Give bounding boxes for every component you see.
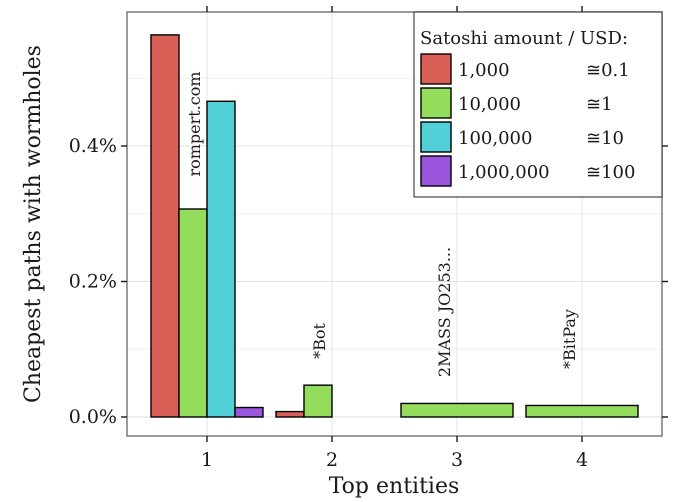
legend-series-name: 10,000 [458, 94, 521, 115]
bar-2-series-2 [303, 384, 333, 418]
legend: Satoshi amount / USD: 1,000 ≅0.1 10,000 ≅1 10… [413, 11, 663, 198]
legend-swatch [420, 53, 452, 85]
annotation-label: *BitPay [560, 309, 579, 369]
axis-ticks: 0.0% 0.2% 0.4% 1 2 3 4 [69, 6, 668, 471]
bar-2-series-1 [275, 410, 305, 418]
plot-frame [126, 11, 663, 437]
x-tick-label: 4 [576, 449, 588, 471]
y-tick-label: 0.4% [69, 135, 117, 157]
bar-4-series-2 [525, 404, 639, 418]
bar-1-series-3 [206, 100, 236, 418]
legend-title: Satoshi amount / USD: [420, 28, 628, 49]
legend-series-name: 1,000,000 [458, 162, 550, 183]
legend-series-usd: ≅100 [586, 162, 635, 183]
x-tick-label: 1 [201, 449, 213, 471]
x-axis-title: Top entities [329, 474, 460, 499]
legend-swatch [420, 121, 452, 153]
legend-series-name: 100,000 [458, 128, 532, 149]
bar-1-series-2 [178, 208, 208, 418]
legend-swatch [420, 155, 452, 187]
y-tick-label: 0.0% [69, 406, 117, 428]
legend-box [413, 11, 663, 198]
annotation-label: rompert.com [185, 71, 204, 176]
legend-series-usd: ≅0.1 [586, 60, 630, 81]
annotation-label: 2MASS JO253... [435, 247, 454, 377]
annotation-label: *Bot [310, 323, 329, 359]
x-tick-label: 2 [326, 449, 338, 471]
bar-1-series-4 [234, 406, 264, 418]
bar-1-series-1 [150, 34, 180, 418]
x-tick-label: 3 [451, 449, 463, 471]
bar-3-series-2 [400, 402, 514, 418]
legend-series-name: 1,000 [458, 60, 510, 81]
y-tick-label: 0.2% [69, 271, 117, 293]
annotations: rompert.com *Bot 2MASS JO253... *BitPay [185, 71, 579, 377]
legend-swatch [420, 87, 452, 119]
y-axis-title: Cheapest paths with wormholes [21, 45, 46, 403]
legend-series-usd: ≅10 [586, 128, 624, 149]
legend-series-usd: ≅1 [586, 94, 613, 115]
bars [150, 34, 639, 418]
